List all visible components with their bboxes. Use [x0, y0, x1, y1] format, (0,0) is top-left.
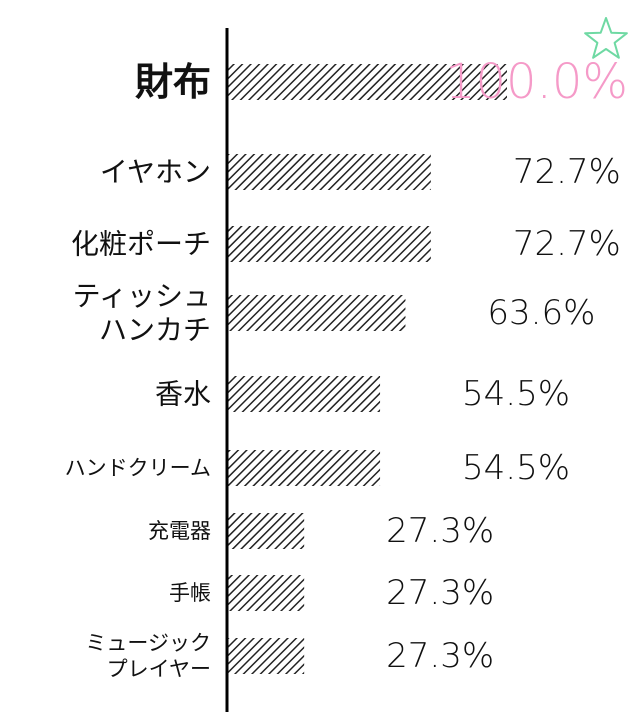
- value-label: 100.0%: [445, 54, 628, 110]
- value-label: 27.3%: [386, 511, 494, 551]
- value-label: 63.6%: [487, 293, 595, 333]
- category-label: プレイヤー: [107, 657, 211, 681]
- bar: [228, 450, 381, 486]
- category-label: 手帳: [169, 581, 211, 605]
- category-label: ハンカチ: [99, 314, 211, 347]
- category-label: 化粧ポーチ: [71, 228, 211, 261]
- category-label: ミュージック: [85, 631, 211, 655]
- bar: [228, 154, 431, 190]
- bar: [228, 64, 507, 100]
- bar: [228, 295, 406, 331]
- value-label: 72.7%: [513, 152, 621, 192]
- star-icon: [584, 17, 628, 59]
- star-shape: [584, 17, 628, 59]
- category-label: 香水: [155, 378, 211, 411]
- category-label: 充電器: [148, 519, 211, 543]
- bar: [228, 513, 305, 549]
- value-label: 27.3%: [386, 636, 494, 676]
- category-label: 財布: [135, 60, 211, 104]
- value-label: 54.5%: [462, 374, 570, 414]
- bar: [228, 575, 305, 611]
- bar: [228, 376, 381, 412]
- category-label: イヤホン: [100, 156, 211, 189]
- value-label: 54.5%: [462, 448, 570, 488]
- value-label: 72.7%: [513, 224, 621, 264]
- bar: [228, 638, 305, 674]
- bar: [228, 226, 431, 262]
- value-label: 27.3%: [386, 573, 494, 613]
- category-label: ティッシュ: [73, 279, 211, 312]
- category-label: ハンドクリーム: [65, 456, 211, 480]
